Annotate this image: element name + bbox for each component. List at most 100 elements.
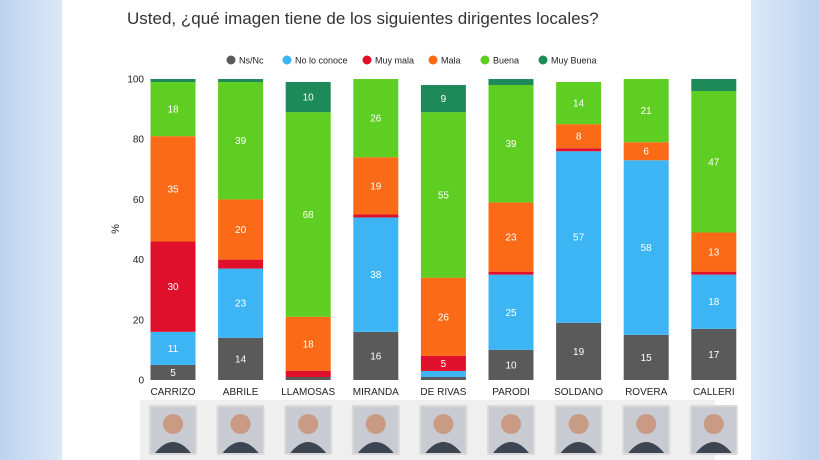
legend-swatch <box>282 55 292 65</box>
bar-segment <box>150 364 196 380</box>
data-label: 21 <box>641 106 653 117</box>
data-label: 26 <box>438 312 450 323</box>
bar-segment <box>420 355 466 371</box>
bar-segment <box>150 82 196 137</box>
legend-label: Buena <box>493 56 519 66</box>
x-tick-label: ABRILE <box>223 387 259 398</box>
data-label: 39 <box>235 136 247 147</box>
data-label: 5 <box>441 359 447 370</box>
bar-segment <box>285 82 331 113</box>
bar-segment <box>218 337 264 380</box>
background-left <box>0 0 62 460</box>
data-label: 14 <box>573 99 585 110</box>
legend-label: Mala <box>441 56 461 66</box>
x-tick-label: SOLDANO <box>554 387 603 398</box>
data-label: 17 <box>708 350 720 361</box>
bar-segment <box>488 79 534 86</box>
portrait-shoulders <box>222 442 259 453</box>
bar-segment <box>623 142 669 161</box>
portrait-head <box>501 414 521 434</box>
y-tick-label: 60 <box>133 195 145 206</box>
data-label: 18 <box>167 105 179 116</box>
portrait-shoulders <box>155 442 191 453</box>
y-tick-label: 0 <box>138 376 144 387</box>
bar-segment <box>420 370 466 377</box>
x-tick-label: CALLERI <box>693 387 735 398</box>
data-label: 8 <box>576 132 582 143</box>
legend-swatch <box>538 55 548 65</box>
bar-segment <box>285 112 331 317</box>
y-tick-label: 100 <box>127 75 144 86</box>
legend-label: Muy Buena <box>551 56 597 66</box>
bar-segment <box>420 376 466 380</box>
portrait-shoulders <box>628 442 665 453</box>
data-label: 13 <box>708 248 720 259</box>
bar-segment <box>488 274 534 350</box>
portrait-head <box>298 414 319 434</box>
bar-segment <box>691 232 737 272</box>
bar-segment <box>353 214 399 218</box>
bar-segment <box>353 217 399 332</box>
data-label: 18 <box>708 297 720 308</box>
data-label: 19 <box>573 347 585 358</box>
data-label: 11 <box>168 344 179 355</box>
bar-segment <box>218 82 264 200</box>
portrait-head <box>568 414 589 434</box>
bar-segment <box>691 91 737 233</box>
data-label: 9 <box>441 94 447 105</box>
bar-segment <box>150 241 196 332</box>
data-label: 55 <box>438 190 450 201</box>
x-tick-label: PARODI <box>492 387 530 398</box>
portrait-head <box>230 414 251 434</box>
legend-label: Muy mala <box>375 56 414 66</box>
bar-segment <box>556 151 602 323</box>
legend-swatch <box>480 55 490 65</box>
data-label: 14 <box>235 354 247 365</box>
bar-segment <box>556 148 602 152</box>
bar-segment <box>691 271 737 275</box>
portrait-head <box>433 414 454 434</box>
bar-segment <box>488 349 534 380</box>
x-tick-label: ROVERA <box>625 387 668 398</box>
bar-segment <box>556 82 602 125</box>
portrait-shoulders <box>560 442 597 453</box>
bar-segment <box>691 328 737 380</box>
portrait-shoulders <box>493 442 529 453</box>
bar-segment <box>353 331 399 380</box>
data-label: 10 <box>303 93 315 104</box>
legend-swatch <box>362 55 372 65</box>
bar-segment <box>623 334 669 380</box>
data-label: 26 <box>370 114 382 125</box>
portrait-head <box>703 414 724 434</box>
bar-segment <box>150 79 196 83</box>
bar-segment <box>285 376 331 380</box>
bar-segment <box>488 202 534 272</box>
portrait-head <box>365 414 386 434</box>
bar-segment <box>420 85 466 113</box>
x-tick-label: CARRIZO <box>151 387 196 398</box>
portrait-shoulders <box>695 442 732 453</box>
bar-segment <box>623 79 669 143</box>
data-label: 30 <box>167 282 179 293</box>
data-label: 20 <box>235 225 247 236</box>
portrait-shoulders <box>290 442 327 453</box>
legend-label: Ns/Nc <box>239 56 264 66</box>
y-tick-label: 40 <box>133 255 145 266</box>
data-label: 18 <box>303 339 315 350</box>
data-label: 10 <box>505 360 517 371</box>
legend-swatch <box>226 55 236 65</box>
data-label: 35 <box>167 184 179 195</box>
x-tick-label: LLAMOSAS <box>281 387 335 398</box>
data-label: 19 <box>370 181 382 192</box>
data-label: 38 <box>370 270 382 281</box>
bar-segment <box>488 271 534 275</box>
data-label: 25 <box>505 308 517 319</box>
bar-segment <box>218 259 264 269</box>
data-label: 58 <box>641 243 653 254</box>
bar-segment <box>691 79 737 92</box>
bar-segment <box>353 79 399 158</box>
x-tick-label: MIRANDA <box>353 387 399 398</box>
bar-segment <box>623 160 669 335</box>
background-right <box>751 0 819 460</box>
bar-segment <box>150 136 196 242</box>
